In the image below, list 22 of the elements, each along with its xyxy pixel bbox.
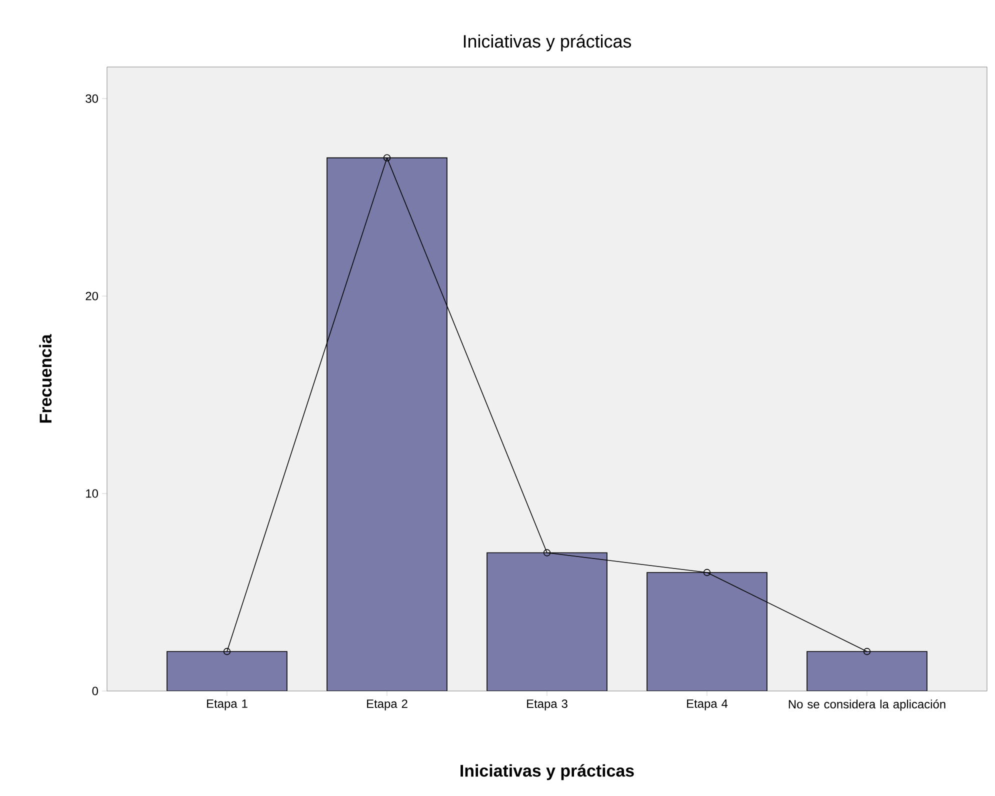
bar: [806, 651, 928, 691]
y-tick-label: 0: [92, 686, 98, 696]
x-tick-label: Etapa 3: [527, 700, 568, 710]
y-tick-label: 20: [86, 292, 98, 300]
point: [383, 154, 391, 162]
x-tick-label: Etapa 2: [367, 700, 408, 710]
x-tick-label: Etapa 4: [687, 700, 728, 710]
y-tick-label: 10: [86, 489, 98, 498]
bar: [646, 572, 768, 691]
x-tick-label: No se considera la aplicación: [788, 700, 946, 711]
x-tick-label: Etapa 1: [207, 700, 248, 710]
bar: [487, 552, 608, 691]
y-axis-title: Frecuencia: [39, 334, 52, 423]
point: [863, 648, 871, 656]
point: [703, 568, 711, 576]
x-axis-title: Iniciativas y prácticas: [460, 764, 634, 780]
bar: [326, 157, 448, 691]
point: [543, 549, 551, 556]
y-tick-label: 30: [86, 94, 98, 103]
point: [223, 648, 231, 656]
chart-title: Iniciativas y prácticas: [464, 34, 632, 52]
bar: [166, 651, 288, 691]
